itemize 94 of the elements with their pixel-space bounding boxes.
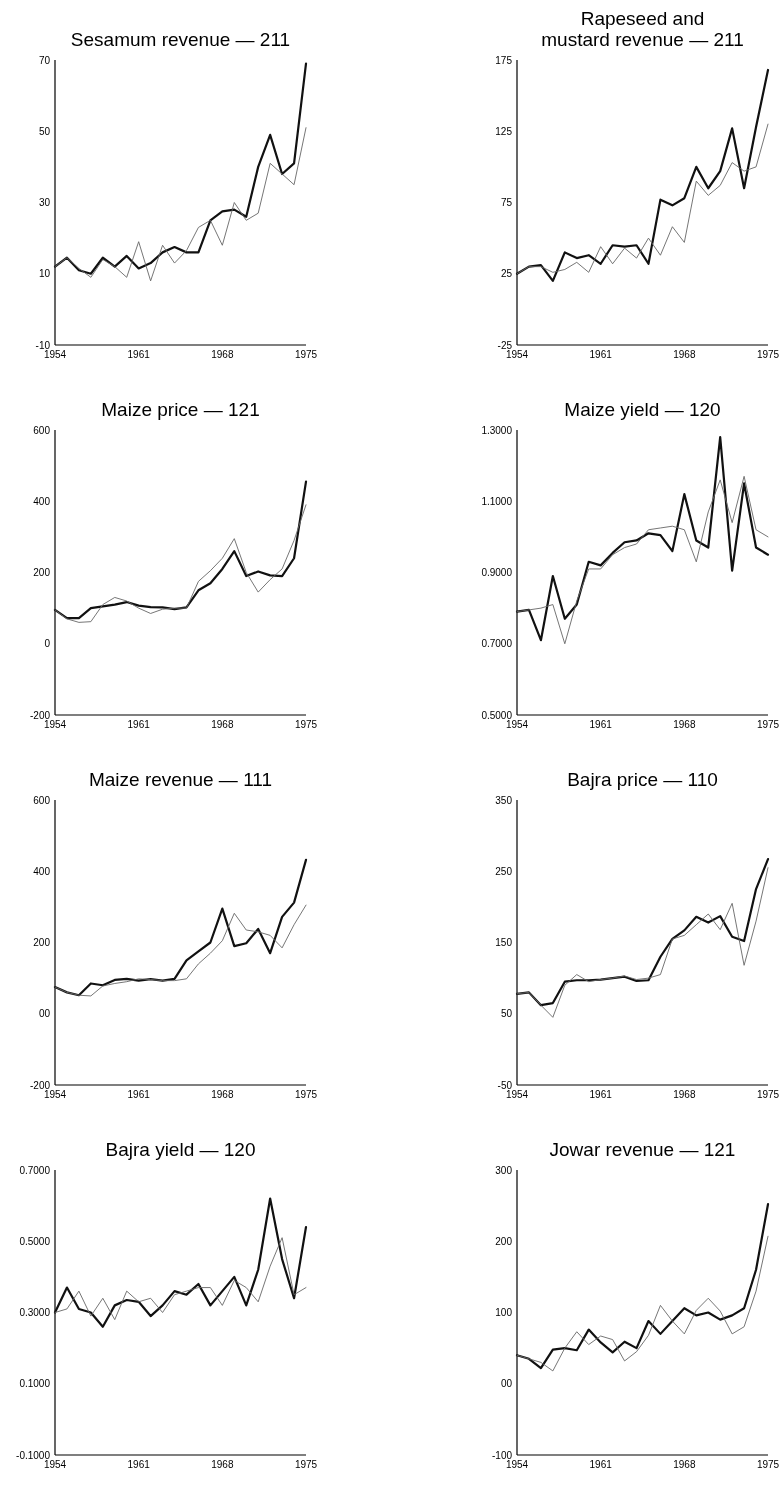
line-series — [515, 1203, 770, 1370]
x-tick-label: 1961 — [127, 349, 151, 360]
x-tick-label: 1954 — [505, 349, 529, 360]
y-tick-label: 150 — [495, 937, 513, 948]
y-tick-label: 70 — [38, 54, 51, 66]
x-tick-label: 1954 — [505, 1089, 529, 1100]
x-tick-label: 1975 — [756, 1089, 780, 1100]
line-series — [54, 904, 307, 997]
x-tick-label: 1975 — [294, 1459, 318, 1470]
line-series — [516, 475, 769, 645]
x-tick-label: 1968 — [673, 719, 696, 730]
x-tick-label: 1975 — [294, 349, 318, 360]
line-series — [54, 127, 307, 282]
x-tick-label: 1954 — [43, 1459, 67, 1470]
y-tick-label: 600 — [33, 794, 51, 806]
x-tick-label: 1968 — [211, 1459, 234, 1470]
y-tick-label: -25 — [497, 339, 513, 351]
y-tick-label: 600 — [33, 424, 51, 436]
y-tick-label: 100 — [495, 1307, 513, 1318]
y-tick-label: 125 — [495, 125, 513, 137]
chart-title: Jowar revenue — 121 — [549, 1139, 736, 1160]
x-tick-label: 1961 — [127, 719, 151, 730]
y-tick-label: 200 — [33, 567, 51, 578]
y-tick-label: 175 — [495, 54, 513, 66]
x-tick-label: 1975 — [756, 1459, 780, 1470]
y-tick-label: -0.1000 — [16, 1449, 51, 1461]
y-tick-label: 75 — [500, 197, 513, 208]
x-tick-label: 1975 — [294, 1089, 318, 1100]
y-tick-label: 0.9000 — [481, 567, 513, 578]
line-series — [54, 504, 307, 623]
x-tick-label: 1975 — [294, 719, 318, 730]
y-tick-label: 50 — [500, 1008, 513, 1020]
x-tick-label: 1968 — [211, 349, 234, 360]
chart-title: Maize revenue — 111 — [88, 769, 273, 790]
y-tick-label: -10 — [35, 339, 51, 351]
x-tick-label: 1968 — [211, 1089, 234, 1100]
y-tick-label: 0.7000 — [481, 638, 513, 650]
chart-title: Bajra price — 110 — [567, 769, 718, 790]
chart-title: Maize yield — 120 — [564, 399, 721, 420]
y-tick-label: 0.7000 — [19, 1164, 51, 1176]
x-tick-label: 1975 — [756, 349, 780, 360]
x-tick-label: 1968 — [211, 719, 234, 730]
y-tick-label: 25 — [500, 268, 513, 280]
y-tick-label: 0.5000 — [481, 709, 513, 721]
y-tick-label: 300 — [495, 1164, 513, 1176]
x-tick-label: 1968 — [673, 349, 696, 360]
chart-title: Sesamum revenue — 211 — [70, 29, 291, 50]
line-series — [53, 62, 308, 275]
y-tick-label: -200 — [29, 1079, 51, 1091]
y-tick-label: 0.5000 — [19, 1235, 51, 1247]
x-tick-label: 1961 — [589, 1459, 613, 1470]
y-tick-label: 1.3000 — [481, 424, 513, 436]
line-series — [515, 436, 770, 642]
x-tick-label: 1961 — [589, 719, 613, 730]
x-tick-label: 1954 — [505, 719, 529, 730]
chart-title: Maize price — 121 — [101, 399, 260, 420]
y-tick-label: 400 — [33, 865, 51, 877]
y-tick-label: -100 — [491, 1449, 513, 1461]
line-series — [53, 480, 308, 620]
x-tick-label: 1975 — [756, 719, 780, 730]
y-tick-label: 200 — [495, 1235, 513, 1247]
x-tick-label: 1961 — [127, 1089, 151, 1100]
y-tick-label: 0.1000 — [19, 1378, 51, 1390]
line-series — [53, 1197, 308, 1328]
y-tick-label: 0 — [44, 638, 51, 650]
y-tick-label: 400 — [33, 495, 51, 507]
x-tick-label: 1961 — [127, 1459, 151, 1470]
line-series — [54, 1237, 307, 1321]
y-tick-label: -50 — [497, 1079, 513, 1091]
y-tick-label: 200 — [33, 937, 51, 948]
y-tick-label: 350 — [495, 794, 513, 806]
x-tick-label: 1968 — [673, 1089, 696, 1100]
x-tick-label: 1954 — [43, 719, 67, 730]
chart-title: Bajra yield — 120 — [105, 1139, 256, 1160]
line-series — [516, 123, 769, 275]
line-series — [516, 1235, 769, 1372]
x-tick-label: 1961 — [589, 349, 613, 360]
y-tick-label: -200 — [29, 709, 51, 721]
x-tick-label: 1954 — [505, 1459, 529, 1470]
y-tick-label: 1.1000 — [481, 495, 513, 507]
y-tick-label: 00 — [38, 1008, 51, 1020]
y-tick-label: 250 — [495, 865, 513, 877]
y-tick-label: 10 — [38, 268, 51, 280]
line-series — [53, 858, 308, 997]
x-tick-label: 1954 — [43, 349, 67, 360]
x-tick-label: 1968 — [673, 1459, 696, 1470]
chart-title: Rapeseed and mustard revenue — 211 — [541, 8, 744, 50]
line-series — [515, 68, 770, 282]
y-tick-label: 00 — [500, 1378, 513, 1390]
y-tick-label: 50 — [38, 125, 51, 137]
y-tick-label: 30 — [38, 197, 51, 208]
x-tick-label: 1954 — [43, 1089, 67, 1100]
y-tick-label: 0.3000 — [19, 1307, 51, 1318]
x-tick-label: 1961 — [589, 1089, 613, 1100]
